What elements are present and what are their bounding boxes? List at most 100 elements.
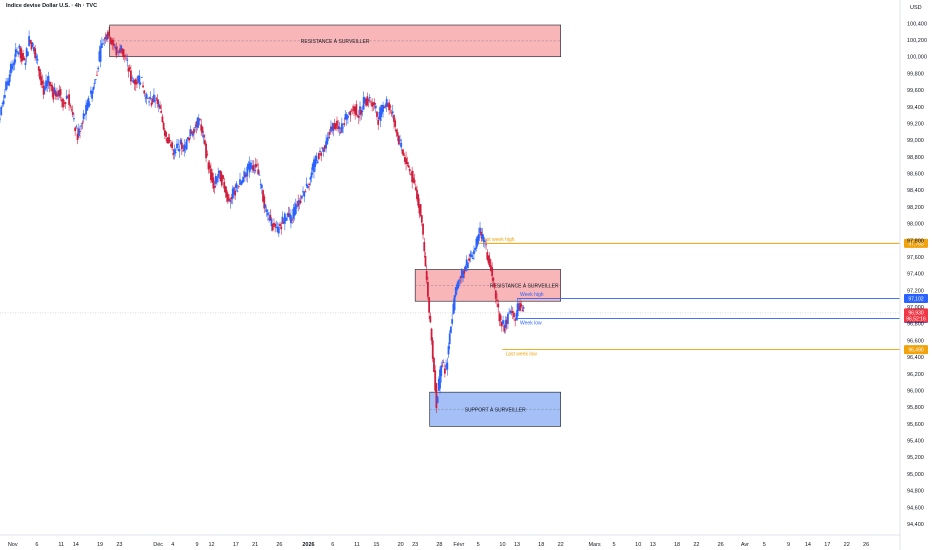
candle-body [262,190,264,202]
candle-body [31,42,34,47]
candle-body [3,95,6,98]
candle-body [234,190,237,196]
candle-body [201,126,204,133]
candle-body [285,217,287,221]
candle-body [390,112,393,114]
price-tick-label: 100,000 [907,55,927,61]
candle-body [411,170,414,183]
candle-body [17,52,20,55]
candle-body [274,223,277,227]
candle-body [243,171,246,178]
candle-body [16,50,18,53]
candle-body [325,141,327,149]
candle-body [280,226,283,230]
candle-body [480,231,483,236]
candle-body [337,126,340,129]
candle-body [170,144,172,147]
candle-body [488,258,491,267]
candle-body [271,223,274,231]
candle-body [223,181,226,189]
candle-body [103,39,106,41]
candle-body [100,43,103,48]
candle-body [483,241,486,243]
candle-body [108,33,110,36]
price-tick-label: 98,200 [907,205,924,211]
candle-body [245,174,247,177]
candle-body [359,106,361,116]
candle-body [137,75,140,82]
candle-body [90,90,92,94]
candle-body [459,276,462,279]
candle-body [491,267,494,277]
candle-body [193,128,195,134]
candle-body [98,51,101,62]
candle-body [52,88,55,100]
candle-body [57,91,60,96]
candle-body [362,97,365,110]
candle-body [102,43,104,45]
candle-body [47,76,50,84]
candle-body [384,104,387,108]
candle-body [363,97,366,103]
candle-body [157,104,160,107]
time-tick-label: Nov [8,542,18,548]
candle-body [183,144,186,152]
candle-body [433,357,435,373]
candle-body [293,206,296,216]
candle-body [10,63,12,74]
price-tick-label: 97,000 [907,305,924,311]
zone-label: SUPPORT À SURVEILLER [465,406,527,413]
candle-body [56,94,58,97]
level-label: Week low [520,320,542,326]
candle-body [70,109,73,111]
candle-body [436,396,439,404]
candle-body [450,326,452,333]
candle-body [448,333,451,345]
candle-body [92,87,95,91]
candle-body [233,187,235,195]
candle-body [171,142,174,149]
candle-body [434,370,437,391]
candle-body [26,51,29,56]
candle-body [151,98,154,103]
candle-body [494,290,497,299]
candle-body [60,99,63,102]
candle-body [133,79,136,84]
candle-body [266,212,269,216]
candle-body [326,137,329,145]
candle-body [389,105,392,108]
candle-body [35,55,38,59]
candle-body [22,52,24,60]
candle-body [479,227,481,234]
candle-body [430,328,433,341]
price-tick-label: 97,400 [907,272,924,278]
candle-body [276,227,279,232]
candle-body [88,103,91,106]
candle-body [344,114,347,120]
candle-body [399,139,401,141]
candle-body [256,164,258,166]
time-tick-label: 14 [73,542,79,548]
candle-body [235,183,238,189]
candle-body [205,143,207,159]
candle-body [327,137,330,138]
candle-body [130,70,132,82]
candle-body [422,223,424,235]
candle-body [406,161,409,165]
candle-body [231,188,234,198]
candle-body [179,139,182,145]
candle-body [303,191,306,197]
time-tick-label: 18 [538,542,544,548]
candle-body [155,98,158,100]
candle-body [513,312,515,318]
candle-body [338,126,341,130]
price-tick-label: 100,400 [907,21,927,27]
time-tick-label: 13 [650,542,656,548]
time-tick-label: 11 [354,542,360,548]
candle-body [486,252,489,260]
time-tick-label: 6 [35,542,38,548]
candle-body [213,186,216,188]
time-tick-label: 12 [208,542,214,548]
